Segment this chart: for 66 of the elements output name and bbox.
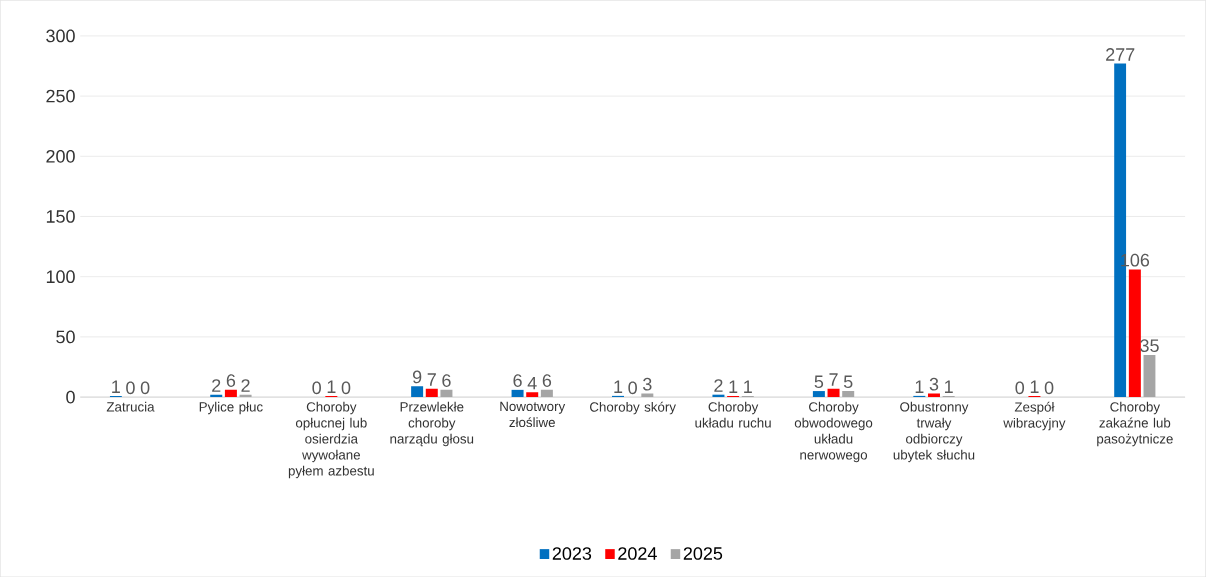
y-tick-label: 150 — [46, 210, 75, 223]
bar — [812, 390, 825, 397]
data-label: 0 — [312, 381, 321, 395]
data-label: 2 — [714, 379, 723, 392]
y-tick-label: 100 — [46, 270, 75, 283]
data-label: 0 — [126, 381, 135, 395]
bar — [411, 386, 424, 397]
bar — [224, 389, 237, 397]
data-label: 5 — [843, 375, 853, 388]
y-tick-label: 250 — [46, 89, 75, 103]
bar — [1128, 269, 1141, 397]
data-label: 3 — [643, 377, 652, 391]
x-tick-label: Przewlekłe choroby narządu głosu — [390, 401, 474, 447]
data-label: 1 — [915, 380, 924, 393]
data-label: 0 — [140, 381, 150, 395]
data-label: 1 — [729, 380, 738, 393]
y-tick-label: 200 — [46, 149, 75, 163]
data-label: 9 — [412, 370, 422, 384]
data-label: 5 — [814, 375, 824, 388]
data-label: 1 — [744, 380, 752, 393]
legend-label: 2023 — [552, 547, 592, 560]
bar — [827, 388, 840, 397]
x-tick-label: Nowotwory złośliwe — [500, 401, 566, 427]
bar — [440, 389, 453, 397]
data-label: 1 — [1030, 380, 1039, 393]
data-label: 277 — [1106, 47, 1135, 61]
y-tick-label: 0 — [66, 390, 75, 404]
data-label: 6 — [542, 374, 552, 387]
data-label: 4 — [527, 376, 537, 390]
data-label: 1 — [614, 380, 623, 393]
x-tick-label: Choroby opłucnej lub osierdzia wywołane pyłem azbestu — [288, 401, 374, 479]
x-tick-label: Pylice płuc — [199, 401, 263, 415]
y-tick-label: 50 — [56, 330, 75, 344]
data-label: 2 — [241, 379, 250, 392]
data-label: 6 — [442, 374, 451, 387]
data-label: 0 — [341, 381, 351, 395]
bar — [842, 390, 855, 397]
bar — [1143, 354, 1156, 397]
legend-label: 2024 — [618, 547, 657, 560]
data-label: 3 — [929, 377, 939, 391]
data-label: 1 — [112, 380, 120, 393]
data-label: 7 — [829, 373, 838, 386]
data-label: 6 — [226, 374, 236, 387]
data-label: 0 — [1044, 381, 1054, 395]
x-tick-label: Obustronny trwały odbiorczy ubytek słuchu — [893, 401, 975, 463]
bar — [540, 389, 553, 397]
x-tick-label: Zespół wibracyjny — [1003, 401, 1066, 431]
bar — [641, 393, 654, 397]
bar — [511, 389, 524, 397]
bar — [425, 388, 438, 397]
y-tick-label: 300 — [46, 29, 75, 43]
data-label: 1 — [327, 380, 336, 393]
x-tick-label: Choroby układu ruchu — [695, 401, 771, 428]
data-label: 6 — [513, 374, 522, 387]
data-label: 2 — [212, 379, 221, 392]
bar — [927, 393, 940, 397]
x-tick-label: Choroby zakaźne lub pasożytnicze — [1097, 401, 1173, 447]
legend-label: 2025 — [683, 547, 723, 560]
data-label: 0 — [628, 381, 637, 395]
x-tick-label: Choroby skóry — [590, 401, 676, 415]
data-label: 0 — [1015, 381, 1025, 395]
x-tick-label: Zatrucia — [106, 401, 155, 412]
bar — [526, 392, 539, 397]
data-label: 7 — [427, 373, 436, 386]
data-label: 1 — [945, 380, 953, 393]
x-tick-label: Choroby obwodowego układu nerwowego — [794, 401, 873, 463]
